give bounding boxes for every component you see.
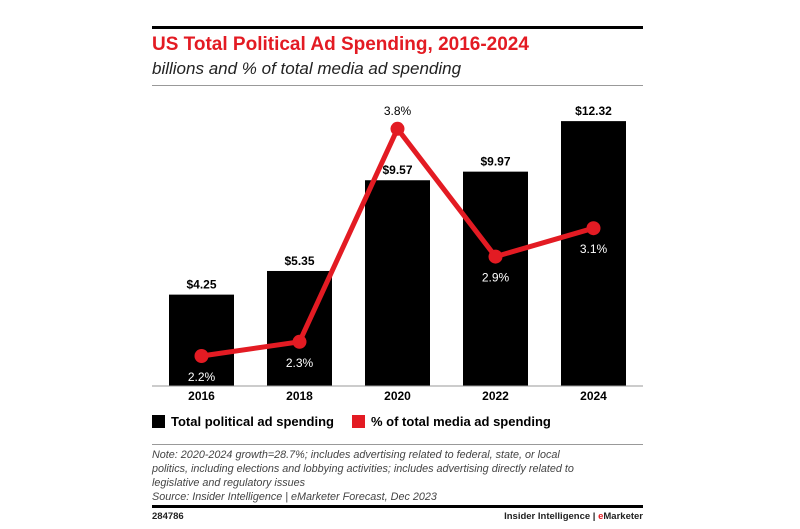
line-value-label: 3.1% <box>580 242 608 256</box>
note-line: legislative and regulatory issues <box>152 477 306 489</box>
brand-e: e <box>598 511 604 522</box>
x-tick-label: 2020 <box>384 389 411 403</box>
bar <box>365 180 430 386</box>
line-value-label: 2.3% <box>286 356 314 370</box>
line-point <box>586 221 601 236</box>
line-value-label: 3.8% <box>384 104 412 118</box>
source-line: Source: Insider Intelligence | eMarketer… <box>152 491 437 503</box>
legend-swatch-black <box>152 415 165 428</box>
legend-item-line: % of total media ad spending <box>352 414 551 429</box>
bar <box>561 121 626 387</box>
legend: Total political ad spending % of total m… <box>152 414 551 429</box>
note-line: politics, including elections and lobbyi… <box>152 463 574 475</box>
brand-text: Insider Intelligence | <box>504 511 599 522</box>
chart-id: 284786 <box>152 511 184 522</box>
bottom-rule <box>152 505 643 508</box>
bar-value-label: $9.57 <box>382 163 412 177</box>
divider <box>152 444 643 445</box>
line-point <box>488 249 503 264</box>
brand: Insider Intelligence | eMarketer <box>504 511 643 522</box>
bar <box>169 294 234 386</box>
line-point <box>390 121 405 136</box>
line-value-label: 2.9% <box>482 271 510 285</box>
chart-title: US Total Political Ad Spending, 2016-202… <box>152 34 529 55</box>
line-point <box>194 349 209 363</box>
bar-value-label: $4.25 <box>186 278 216 292</box>
bar-value-label: $12.32 <box>575 104 612 118</box>
divider <box>152 85 643 86</box>
x-tick-label: 2022 <box>482 389 509 403</box>
x-tick-label: 2018 <box>286 389 313 403</box>
bar-value-label: $9.97 <box>480 155 510 169</box>
line-point <box>292 334 307 349</box>
legend-label: % of total media ad spending <box>371 414 551 429</box>
legend-label: Total political ad spending <box>171 414 334 429</box>
note: Note: 2020-2024 growth=28.7%; includes a… <box>152 448 642 504</box>
x-tick-label: 2016 <box>188 389 215 403</box>
bar-value-label: $5.35 <box>284 254 314 268</box>
bar <box>463 171 528 386</box>
brand-text: Marketer <box>603 511 643 522</box>
chart-area: $4.25 2016 $5.35 2018 $9.57 2020 $9.97 2022 $12.… <box>152 104 643 403</box>
top-rule <box>152 26 643 29</box>
note-line: Note: 2020-2024 growth=28.7%; includes a… <box>152 449 560 461</box>
x-tick-label: 2024 <box>580 389 607 403</box>
legend-item-bars: Total political ad spending <box>152 414 334 429</box>
chart-subtitle: billions and % of total media ad spendin… <box>152 59 462 78</box>
legend-swatch-red <box>352 415 365 428</box>
line-value-label: 2.2% <box>188 370 216 384</box>
